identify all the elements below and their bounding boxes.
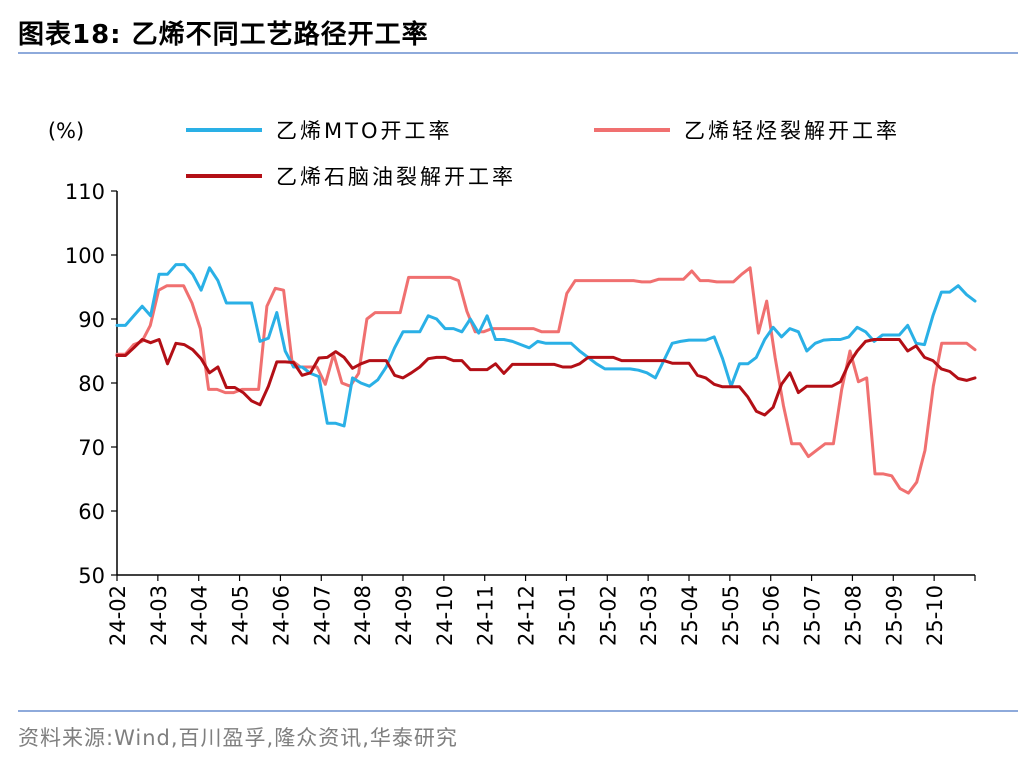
footer-rule (18, 710, 1018, 712)
x-tick-label: 25-05 (719, 585, 743, 646)
series-line-mto (115, 263, 977, 428)
y-axis: 50 60 70 80 90 100 110 (65, 180, 118, 588)
figure-title: 图表18: 乙烯不同工艺路径开工率 (18, 20, 429, 50)
x-tick-label: 25-08 (841, 585, 865, 646)
x-tick-label: 24-09 (392, 585, 416, 646)
x-tick-label: 25-03 (637, 585, 661, 646)
x-tick-label: 24-07 (310, 585, 334, 646)
x-axis: 24-02 24-03 24-04 24-05 24-06 24-07 24-08 24-09… (106, 574, 976, 646)
y-tick-label: 50 (78, 564, 105, 588)
x-tick-label: 25-02 (596, 585, 620, 646)
x-tick-label: 24-10 (433, 585, 457, 646)
x-tick-label: 24-02 (106, 585, 130, 646)
source-note: 资料来源:Wind,百川盈孚,隆众资讯,华泰研究 (18, 726, 458, 750)
x-tick-label: 25-09 (882, 585, 906, 646)
y-tick-label: 60 (78, 500, 105, 524)
y-tick-label: 100 (65, 244, 105, 268)
x-tick-label: 24-05 (229, 585, 253, 646)
y-tick-label: 90 (78, 308, 105, 332)
x-tick-label: 24-12 (515, 585, 539, 646)
y-axis-label: (%) (48, 119, 84, 143)
legend-label-mto: 乙烯MTO开工率 (276, 119, 452, 143)
x-tick-label: 24-03 (147, 585, 171, 646)
y-tick-label: 80 (78, 372, 105, 396)
x-tick-label: 25-10 (923, 585, 947, 646)
y-tick-label: 70 (78, 436, 105, 460)
series-line-naphtha (115, 338, 977, 417)
x-tick-label: 24-04 (188, 585, 212, 646)
series-lines (115, 263, 977, 495)
x-tick-label: 24-06 (269, 585, 293, 646)
x-tick-label: 25-04 (678, 585, 702, 646)
x-tick-label: 25-06 (760, 585, 784, 646)
y-tick-label: 110 (65, 180, 105, 204)
legend-label-naphtha: 乙烯石脑油裂解开工率 (276, 165, 516, 189)
x-tick-label: 25-07 (801, 585, 825, 646)
x-tick-label: 25-01 (555, 585, 579, 646)
title-rule (18, 52, 1018, 54)
legend-label-light: 乙烯轻烃裂解开工率 (684, 119, 900, 143)
series-line-light (115, 266, 977, 495)
x-tick-label: 24-08 (351, 585, 375, 646)
x-tick-label: 24-11 (474, 585, 498, 646)
